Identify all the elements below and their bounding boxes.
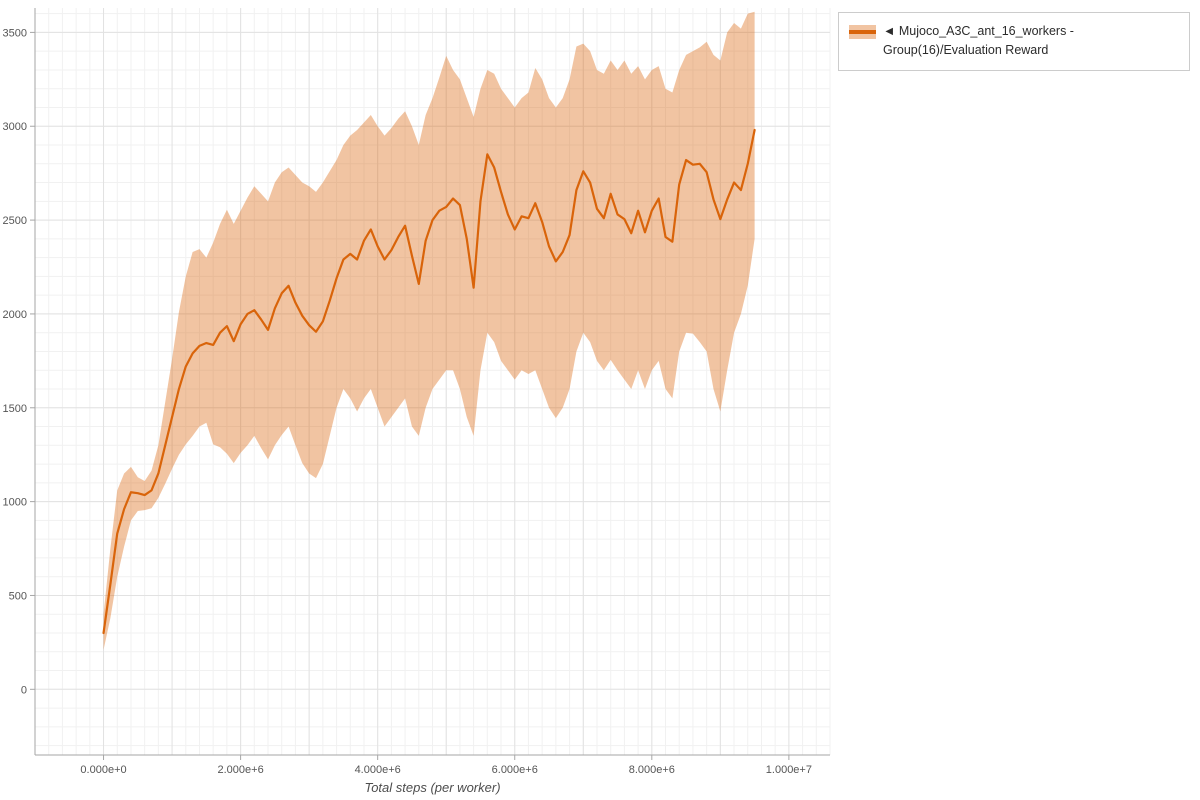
legend-swatch-line [849, 30, 876, 34]
x-tick-label: 8.000e+6 [629, 764, 675, 776]
x-tick-label: 2.000e+6 [218, 764, 264, 776]
y-tick-label: 1000 [3, 497, 27, 509]
y-tick-label: 3000 [3, 121, 27, 133]
y-tick-label: 2500 [3, 215, 27, 227]
y-tick-label: 500 [9, 590, 27, 602]
legend-label: ◄ Mujoco_A3C_ant_16_workers - Group(16)/… [883, 22, 1179, 61]
legend: ◄ Mujoco_A3C_ant_16_workers - Group(16)/… [838, 12, 1190, 71]
x-tick-label: 0.000e+0 [80, 764, 126, 776]
x-axis-title: Total steps (per worker) [364, 780, 501, 795]
x-tick-label: 1.000e+7 [766, 764, 812, 776]
legend-label-text: Mujoco_A3C_ant_16_workers - Group(16)/Ev… [883, 24, 1074, 58]
x-tick-label: 4.000e+6 [355, 764, 401, 776]
x-tick-labels: 0.000e+0 2.000e+6 4.000e+6 6.000e+6 8.000e+6… [80, 755, 812, 776]
x-tick-label: 6.000e+6 [492, 764, 538, 776]
y-tick-label: 1500 [3, 403, 27, 415]
confidence-band [103, 11, 755, 650]
y-tick-label: 3500 [3, 27, 27, 39]
legend-swatch-band [849, 25, 876, 39]
y-tick-labels: 0 500 1000 1500 2000 2500 3000 3500 [3, 27, 35, 696]
major-grid [34, 8, 830, 755]
mean-line [102, 128, 756, 635]
y-tick-label: 0 [21, 684, 27, 696]
y-tick-label: 2000 [3, 309, 27, 321]
legend-collapse-icon[interactable]: ◄ [883, 24, 896, 38]
legend-item[interactable]: ◄ Mujoco_A3C_ant_16_workers - Group(16)/… [849, 22, 1179, 61]
